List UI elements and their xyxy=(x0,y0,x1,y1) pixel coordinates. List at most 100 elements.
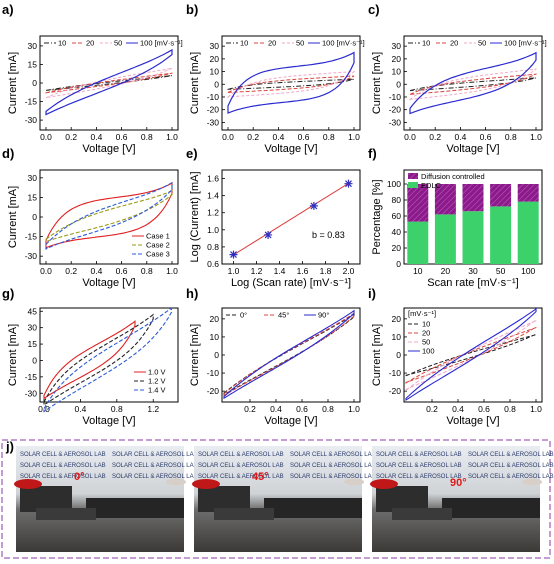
panel-e-letter: e) xyxy=(186,146,198,161)
x-tick-label: 1.0 xyxy=(166,132,178,142)
x-tick-label: 0.0 xyxy=(38,404,50,414)
y-tick-label: -20 xyxy=(207,105,220,115)
x-tick-label: 1.0 xyxy=(166,266,178,276)
x-tick-label: 0.6 xyxy=(116,266,128,276)
y-tick-label: 1.0 xyxy=(207,225,219,235)
y-axis-label: Current [mA] xyxy=(7,324,19,386)
y-tick-label: 0 xyxy=(396,79,401,89)
plot-frame xyxy=(221,169,361,265)
x-tick-label: 0.4 xyxy=(270,404,282,414)
legend-h-0-label: 0° xyxy=(240,311,247,320)
legend-b-0-label: 10 xyxy=(240,39,248,48)
legend-i-units: [mV·s⁻¹] xyxy=(408,309,436,318)
photo-background-text: SOLAR CELL & AEROSOL LAB xyxy=(290,463,376,469)
panel-h-letter: h) xyxy=(186,286,198,301)
x-tick-label: 1.8 xyxy=(320,266,332,276)
y-tick-label: 0.6 xyxy=(207,259,219,269)
x-tick-label: 30 xyxy=(468,266,478,276)
photo-background-text: SOLAR CELL & AEROSOL LAB xyxy=(198,474,284,480)
x-tick-label: 1.2 xyxy=(147,404,159,414)
legend-a-0-label: 10 xyxy=(58,39,66,48)
y-tick-label: 10 xyxy=(392,332,402,342)
photo-background-text: SOLAR CELL & AEROSOL LAB xyxy=(376,452,462,458)
y-tick-label: -30 xyxy=(25,388,38,398)
x-tick-label: 0.0 xyxy=(222,132,234,142)
cv-1-2v xyxy=(43,313,154,407)
y-tick-label: -10 xyxy=(389,368,402,378)
legend-c-1-label: 20 xyxy=(450,39,458,48)
panel-a-letter: a) xyxy=(2,2,14,17)
photo-background-text: SOLAR CELL & AEROSOL LAB xyxy=(112,463,198,469)
y-tick-label: 20 xyxy=(392,314,402,324)
legend-d-1-label: Case 2 xyxy=(146,241,170,250)
plot-frame xyxy=(221,307,361,403)
x-tick-label: 0.6 xyxy=(478,404,490,414)
y-tick-label: -20 xyxy=(207,386,220,396)
photo-2: SOLAR CELL & AEROSOL LAB SOLAR CELL & AER… xyxy=(370,446,554,552)
legend-h-1-label: 45° xyxy=(278,311,289,320)
x-tick-label: 0.8 xyxy=(505,132,517,142)
y-tick-label: 30 xyxy=(28,41,38,51)
x-tick-label: 0.8 xyxy=(323,132,335,142)
y-tick-label: 1.6 xyxy=(207,174,219,184)
x-tick-label: 1.0 xyxy=(228,266,240,276)
photo-background-text: SOLAR CELL & AEROSOL LAB xyxy=(468,463,554,469)
x-tick-label: 0.4 xyxy=(90,132,102,142)
x-tick-label: 0.4 xyxy=(74,404,86,414)
y-axis-label: Current [mA] xyxy=(371,52,383,114)
x-axis-label: Log (Scan rate) [mV·s⁻¹] xyxy=(231,277,351,289)
legend-i-3-label: 100 xyxy=(422,347,435,356)
x-tick-label: 0.4 xyxy=(272,132,284,142)
y-tick-label: 15 xyxy=(28,339,38,349)
cv-10 xyxy=(405,333,537,377)
y-tick-label: 20 xyxy=(210,54,220,64)
legend-d-0-label: Case 1 xyxy=(146,232,170,241)
y-tick-label: -30 xyxy=(207,117,220,127)
y-tick-label: -10 xyxy=(207,92,220,102)
y-tick-label: 30 xyxy=(392,41,402,51)
panel-e xyxy=(221,169,361,265)
y-tick-label: 40 xyxy=(392,227,402,237)
photo-background-text: SOLAR CELL & AEROSOL LAB xyxy=(112,474,198,480)
y-tick-label: 1.4 xyxy=(207,191,219,201)
y-tick-label: 0.8 xyxy=(207,242,219,252)
x-axis-label: Scan rate [mV·s⁻¹] xyxy=(427,277,518,289)
panel-b-letter: b) xyxy=(186,2,198,17)
bar-diffusion xyxy=(517,184,539,202)
x-axis-label: Voltage [V] xyxy=(264,143,317,155)
x-tick-label: 0.2 xyxy=(429,132,441,142)
x-tick-label: 0.6 xyxy=(480,132,492,142)
x-tick-label: 0.0 xyxy=(40,132,52,142)
fit-line xyxy=(230,181,352,257)
panel-j-letter: j) xyxy=(5,439,14,454)
y-tick-label: 0 xyxy=(396,259,401,269)
photo-background-text: SOLAR CELL & AEROSOL LAB xyxy=(20,474,106,480)
plot-frame xyxy=(221,35,361,131)
cv-1-0v xyxy=(43,320,136,400)
y-axis-label: Current [mA] xyxy=(7,52,19,114)
y-tick-label: -20 xyxy=(389,105,402,115)
legend-i-2-label: 50 xyxy=(422,338,430,347)
panel-d-letter: d) xyxy=(2,146,14,161)
y-tick-label: 10 xyxy=(210,67,220,77)
legend-b-2-label: 50 xyxy=(296,39,304,48)
cv-10 xyxy=(227,78,355,91)
y-tick-label: -10 xyxy=(207,368,220,378)
y-axis-label: Log (Current) [mA] xyxy=(189,171,201,262)
legend-a-3-label: 100 [mV·s⁻¹] xyxy=(140,39,183,48)
legend-diffusion-swatch xyxy=(408,173,418,179)
photo-background-text: SOLAR CELL & AEROSOL LAB xyxy=(20,452,106,458)
y-tick-label: -15 xyxy=(25,232,38,242)
photo-0: SOLAR CELL & AEROSOL LAB SOLAR CELL & AER… xyxy=(14,446,198,552)
legend-i-1-label: 20 xyxy=(422,329,430,338)
y-tick-label: 10 xyxy=(210,332,220,342)
photo-background-text: SOLAR CELL & AEROSOL LAB xyxy=(468,452,554,458)
y-tick-label: 20 xyxy=(392,54,402,64)
bar-edlc xyxy=(407,221,429,264)
y-tick-label: 45 xyxy=(28,306,38,316)
y-axis-label: Current [mA] xyxy=(189,324,201,386)
cv-20 xyxy=(409,73,537,95)
photo-background-text: SOLAR CELL & AEROSOL LAB xyxy=(20,463,106,469)
bar-edlc xyxy=(517,201,539,264)
y-axis-label: Percentage [%] xyxy=(371,179,383,254)
